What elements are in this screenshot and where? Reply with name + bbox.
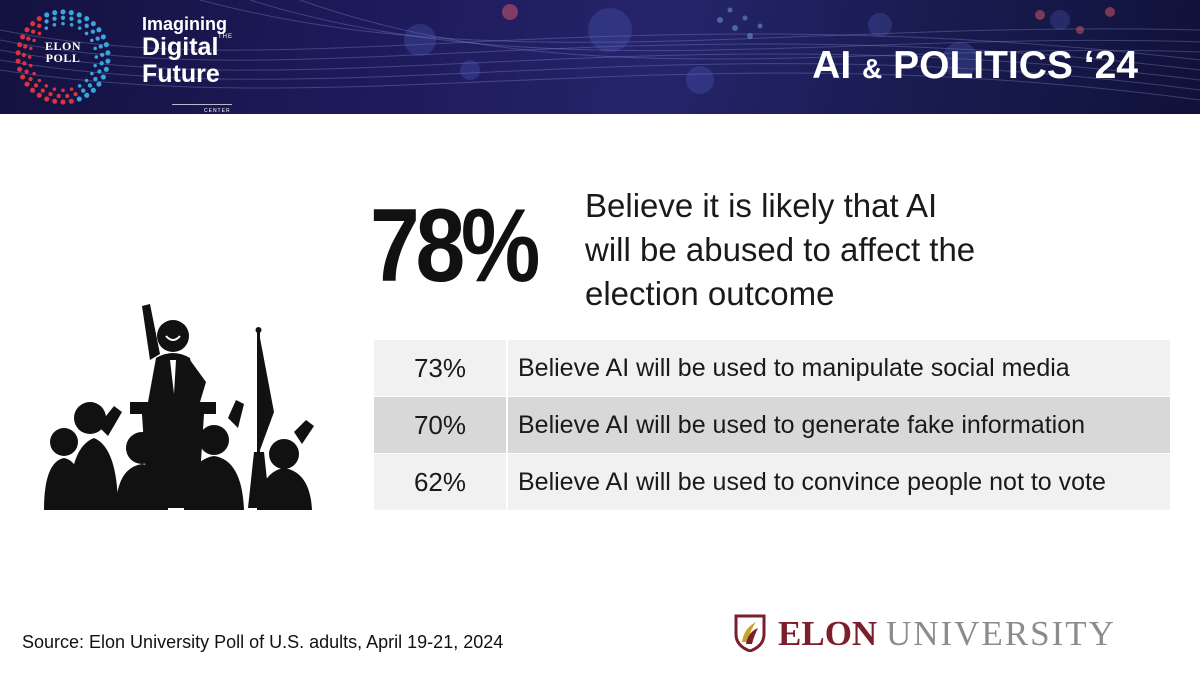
row-statement: Believe AI will be used to generate fake… xyxy=(508,397,1170,453)
headline-line-1: Believe it is likely that AI xyxy=(585,187,938,224)
title-ampersand: & xyxy=(862,53,883,84)
page-title: AI & POLITICS ‘24 xyxy=(812,44,1138,88)
wordmark-elon: ELON xyxy=(778,614,878,653)
stats-table: 73% Believe AI will be used to manipulat… xyxy=(374,340,1170,511)
idf-future: Future xyxy=(142,60,220,88)
headline-line-2: will be abused to affect the xyxy=(585,231,976,268)
idf-the: THE xyxy=(218,34,233,40)
idf-center: CENTER xyxy=(204,108,231,114)
row-percentage: 70% xyxy=(374,397,506,453)
title-politics: POLITICS ‘24 xyxy=(893,44,1138,87)
logo-line-poll: POLL xyxy=(45,51,81,65)
row-percentage: 62% xyxy=(374,454,506,510)
row-statement: Believe AI will be used to convince peop… xyxy=(508,454,1170,510)
idf-digital: Digital xyxy=(142,33,219,61)
university-shield-icon xyxy=(734,614,766,652)
headline-description: Believe it is likely that AI will be abu… xyxy=(585,184,1065,316)
wordmark-university: UNIVERSITY xyxy=(885,614,1116,653)
imagining-digital-future-logo: Imagining THE Digital Future CENTER xyxy=(142,14,232,114)
idf-imagining: Imagining xyxy=(142,14,227,34)
university-wordmark: ELON UNIVERSITY xyxy=(778,614,1116,654)
header-banner: ELON POLL Imagining THE Digital Future C… xyxy=(0,0,1200,114)
table-row: 73% Believe AI will be used to manipulat… xyxy=(374,340,1170,396)
row-percentage: 73% xyxy=(374,340,506,396)
title-ai: AI xyxy=(812,44,852,87)
banner-wave-graphic xyxy=(0,0,1200,101)
elon-university-logo: ELON UNIVERSITY xyxy=(734,612,1174,656)
elon-poll-logo-text: ELON POLL xyxy=(36,40,90,64)
source-citation: Source: Elon University Poll of U.S. adu… xyxy=(22,632,504,652)
elon-poll-logo-icon xyxy=(15,9,111,105)
logo-line-elon: ELON xyxy=(44,39,81,53)
table-row: 62% Believe AI will be used to convince … xyxy=(374,454,1170,510)
idf-divider xyxy=(172,104,232,105)
headline-percentage: 78% xyxy=(370,188,540,304)
row-statement: Believe AI will be used to manipulate so… xyxy=(508,340,1170,396)
table-row: 70% Believe AI will be used to generate … xyxy=(374,397,1170,453)
political-rally-icon xyxy=(44,304,314,510)
headline-line-3: election outcome xyxy=(585,275,835,312)
